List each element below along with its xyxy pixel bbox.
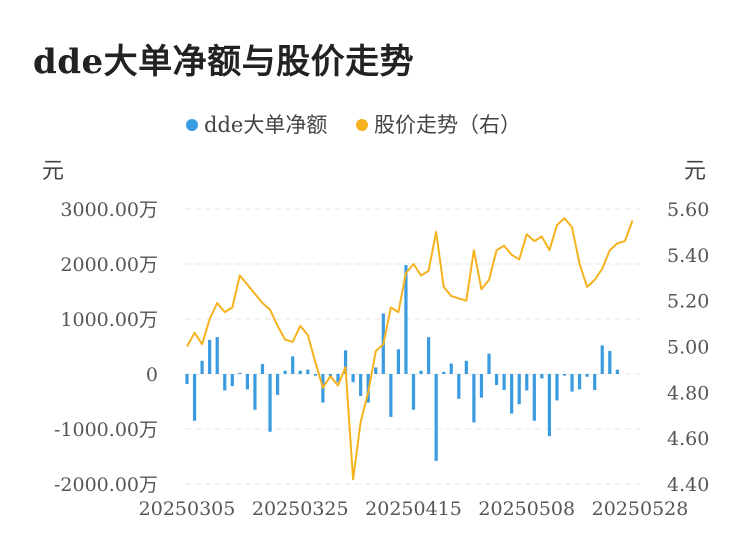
bar	[396, 349, 400, 374]
bar	[374, 367, 378, 374]
right-axis-ticks: 5.60 5.40 5.20 5.00 4.80 4.60 4.40	[667, 199, 709, 496]
bar	[547, 374, 551, 437]
left-unit-label: 元	[42, 159, 64, 184]
bar	[419, 370, 423, 374]
bar	[570, 374, 574, 392]
right-tick-label: 5.60	[667, 199, 709, 221]
bar	[593, 374, 597, 390]
x-tick-label: 20250528	[592, 498, 689, 520]
bar	[268, 374, 272, 432]
bar	[192, 374, 197, 421]
bar	[457, 374, 461, 399]
bar	[479, 374, 484, 398]
bar	[253, 374, 257, 410]
bar	[351, 374, 355, 383]
bar	[185, 374, 189, 384]
bar	[389, 374, 393, 417]
bar	[336, 374, 340, 383]
bar	[411, 374, 416, 410]
bar	[502, 374, 506, 390]
bar	[283, 370, 287, 374]
chart-title: dde大单净额与股价走势	[33, 42, 415, 82]
legend-line-marker	[356, 119, 368, 131]
bar	[510, 374, 514, 414]
bar	[494, 374, 499, 385]
legend-bar-label: dde大单净额	[204, 113, 327, 137]
gridlines	[185, 208, 640, 485]
bar	[276, 374, 280, 395]
right-tick-label: 4.80	[667, 382, 709, 404]
right-tick-label: 4.40	[667, 474, 709, 496]
bar	[298, 370, 302, 374]
bar	[427, 337, 431, 374]
bar	[215, 337, 219, 374]
bar	[615, 369, 619, 374]
bar	[608, 350, 612, 374]
right-tick-label: 5.40	[667, 245, 709, 267]
bar	[600, 345, 604, 374]
x-axis-ticks: 20250305 20250325 20250415 20250508 20250528	[139, 498, 689, 520]
bar	[540, 374, 544, 379]
left-tick-label: 3000.00万	[60, 199, 158, 221]
bar	[313, 374, 317, 376]
legend: dde大单净额 股价走势（右）	[186, 113, 521, 137]
bar	[562, 374, 567, 376]
bar	[404, 265, 408, 374]
bar	[238, 372, 242, 374]
bar	[359, 374, 363, 396]
bar	[230, 374, 234, 387]
left-tick-label: 0	[146, 364, 158, 386]
bar	[464, 360, 468, 374]
bar	[200, 360, 204, 374]
left-tick-label: 2000.00万	[60, 254, 158, 276]
left-tick-label: -1000.00万	[54, 419, 158, 441]
x-tick-label: 20250415	[365, 498, 462, 520]
bar	[434, 374, 438, 461]
legend-line-label: 股价走势（右）	[374, 113, 521, 137]
bar	[525, 374, 529, 391]
bar	[343, 350, 348, 374]
bar	[291, 356, 295, 374]
bar	[260, 364, 265, 374]
left-tick-label: 1000.00万	[60, 309, 158, 331]
x-tick-label: 20250325	[252, 498, 349, 520]
bar	[472, 374, 476, 423]
right-tick-label: 4.60	[667, 428, 709, 450]
right-tick-label: 5.00	[667, 337, 709, 359]
bar	[245, 374, 249, 390]
bar	[555, 374, 559, 401]
right-tick-label: 5.20	[667, 291, 709, 313]
bar	[517, 374, 521, 405]
bar	[223, 374, 227, 391]
left-axis-ticks: 3000.00万 2000.00万 1000.00万 0 -1000.00万 -2000.…	[54, 199, 158, 496]
bar	[208, 339, 212, 374]
legend-bar-marker	[186, 119, 198, 131]
line-series	[186, 217, 634, 481]
x-tick-label: 20250508	[478, 498, 575, 520]
price-line	[186, 217, 634, 481]
bar	[578, 374, 582, 390]
bar	[585, 374, 589, 377]
bar	[306, 369, 310, 374]
bar	[442, 371, 446, 374]
bar	[532, 374, 536, 421]
left-tick-label: -2000.00万	[54, 474, 158, 496]
x-tick-label: 20250305	[139, 498, 236, 520]
bar	[449, 363, 453, 374]
right-unit-label: 元	[684, 159, 706, 184]
bar	[487, 353, 491, 374]
